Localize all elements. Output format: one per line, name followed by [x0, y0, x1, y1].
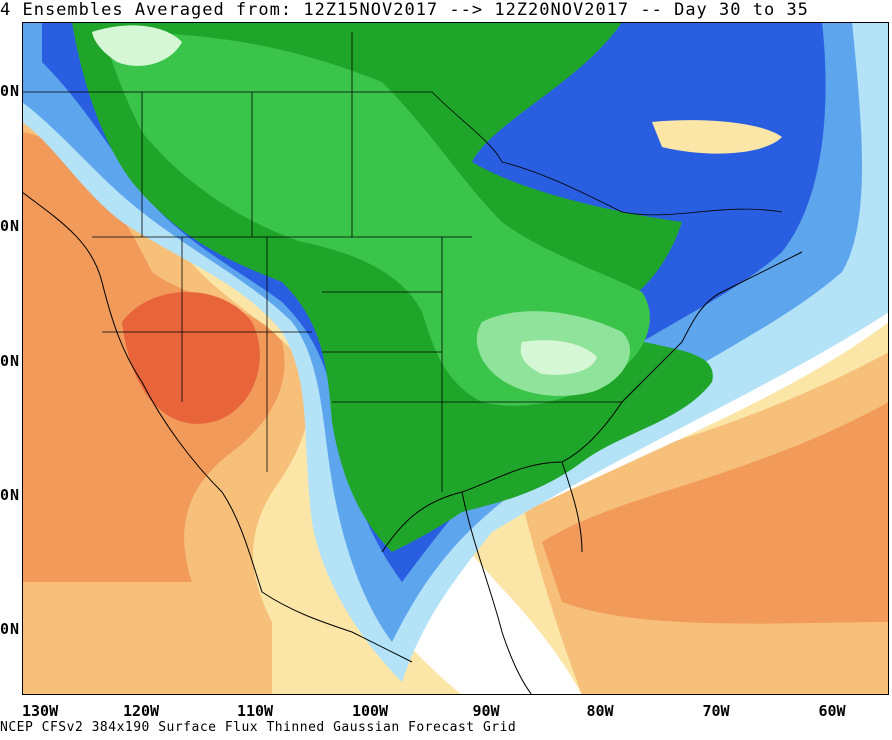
coastlines	[22, 191, 803, 695]
longitude-label: 130W	[22, 702, 59, 720]
political-boundaries	[22, 32, 783, 492]
longitude-label: 100W	[351, 702, 389, 720]
north-pale-green-region	[92, 25, 182, 66]
forecast-map	[22, 22, 889, 695]
latitude-label: 0N	[0, 486, 21, 504]
latitude-label: 0N	[0, 82, 21, 100]
longitude-label: 90W	[472, 702, 500, 720]
wet-bright-green-region	[102, 32, 650, 406]
latitude-label: 0N	[0, 352, 21, 370]
longitude-label: 60W	[818, 702, 846, 720]
longitude-label: 110W	[236, 702, 274, 720]
great-basin-hot-region	[122, 292, 260, 424]
atlantic-orange-region	[542, 402, 889, 624]
wet-pale-green-region	[520, 340, 597, 375]
longitude-label: 80W	[586, 702, 614, 720]
longitude-label: 120W	[122, 702, 160, 720]
latitude-label: 0N	[0, 620, 21, 638]
quebec-warm-region	[652, 120, 782, 154]
data-source-caption: NCEP CFSv2 384x190 Surface Flux Thinned …	[0, 720, 517, 735]
longitude-label: 70W	[702, 702, 730, 720]
map-title: 4 Ensembles Averaged from: 12Z15NOV2017 …	[0, 0, 809, 20]
latitude-label: 0N	[0, 217, 21, 235]
